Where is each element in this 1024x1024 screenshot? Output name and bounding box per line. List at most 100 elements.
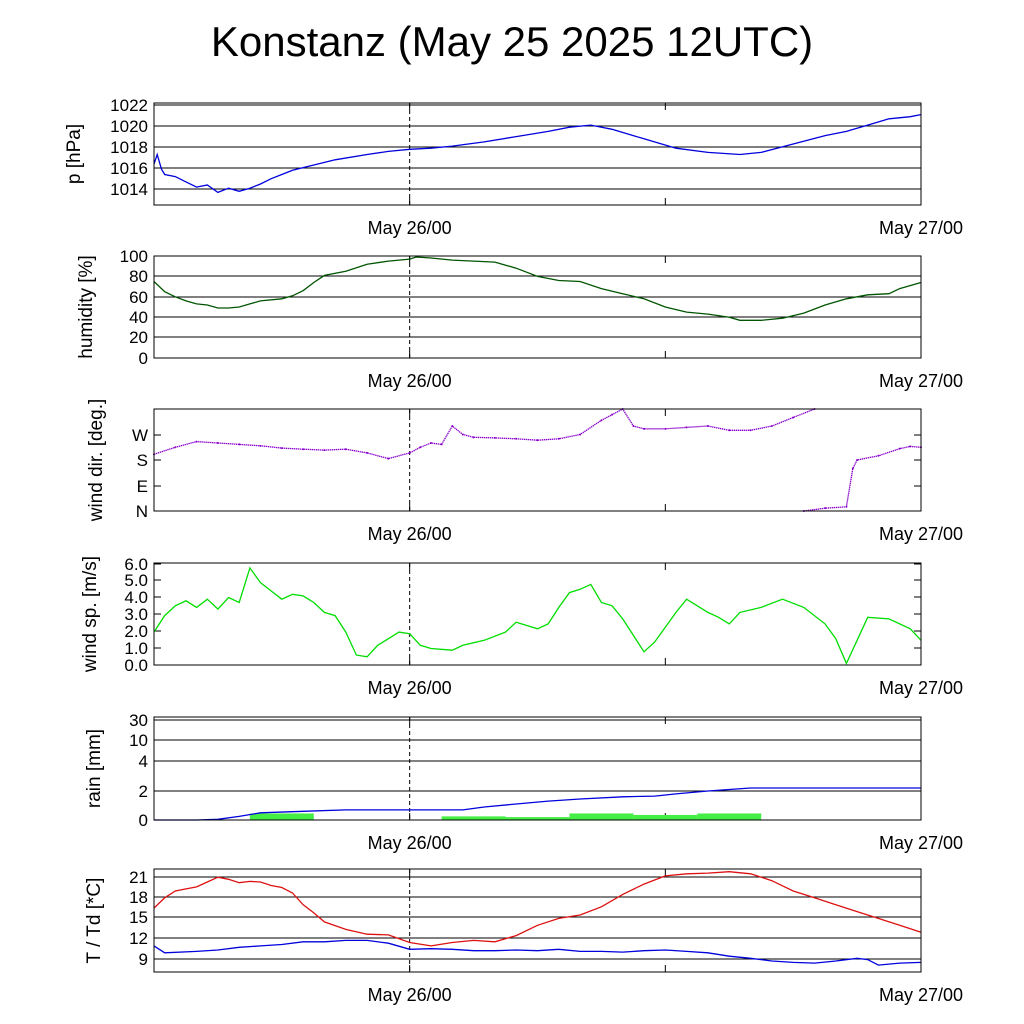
wind-direction-point (664, 427, 667, 430)
wind-direction-point (259, 444, 262, 447)
wind-direction-point (851, 467, 854, 470)
wind-direction-point (174, 446, 177, 449)
plot-frame (153, 102, 922, 206)
wind-direction-point (611, 413, 614, 416)
wind-direction-point (408, 451, 411, 454)
y-tick-label: W (132, 426, 148, 445)
y-tick-label: 1022 (110, 96, 148, 115)
y-tick-label: 5.0 (124, 571, 148, 590)
wind-direction-point (770, 425, 773, 427)
y-tick-label: 20 (129, 328, 148, 347)
wind-direction-point (728, 429, 731, 432)
x-tick-label: May 27/00 (879, 833, 963, 853)
y-tick-label: 2 (139, 782, 148, 801)
y-tick-label: 40 (129, 308, 148, 327)
y-tick-label: 21 (129, 868, 148, 887)
wind-direction-point (238, 443, 241, 446)
y-axis-label: p [hPa] (64, 124, 85, 184)
y-tick-label: S (137, 451, 148, 470)
wind-direction-series-1 (153, 408, 815, 460)
wind-speed-series-1 (153, 566, 922, 665)
temperature-series-2 (153, 939, 922, 966)
x-tick-label: May 26/00 (368, 524, 452, 544)
wind-direction-point (472, 436, 475, 439)
y-tick-label: 4 (139, 752, 148, 771)
wind-direction-point (344, 448, 347, 451)
wind-direction-point (387, 457, 390, 460)
wind-direction-point (493, 436, 496, 439)
plot-frame (153, 716, 922, 821)
y-tick-label: 15 (129, 908, 148, 927)
y-tick-label: N (136, 502, 148, 521)
wind-direction-point (302, 448, 305, 451)
y-tick-label: 1016 (110, 159, 148, 178)
y-tick-label: 80 (129, 267, 148, 286)
wind-direction-series-2 (803, 445, 922, 512)
y-tick-label: 12 (129, 929, 148, 948)
x-tick-label: May 26/00 (368, 371, 452, 391)
x-tick-label: May 26/00 (368, 218, 452, 238)
wind-direction-point (685, 426, 688, 429)
plot-frame (153, 868, 922, 973)
y-tick-label: 1020 (110, 117, 148, 136)
temperature-series-1 (153, 871, 922, 947)
rain-bar (441, 816, 506, 820)
y-tick-label: 0 (139, 349, 148, 368)
x-tick-label: May 26/00 (368, 833, 452, 853)
wind-direction-point (216, 442, 219, 444)
y-tick-label: 10 (129, 731, 148, 750)
x-tick-label: May 27/00 (879, 371, 963, 391)
rain-bar (697, 813, 762, 820)
wind-direction-point (280, 447, 283, 450)
wind-direction-point (643, 427, 646, 430)
y-tick-label: 0.0 (124, 656, 148, 675)
rain-series-1 (154, 787, 921, 821)
wind-direction-point (600, 419, 603, 422)
wind-direction-point (706, 425, 709, 427)
y-tick-label: 30 (129, 711, 148, 730)
y-tick-label: 9 (139, 950, 148, 969)
y-tick-label: 4.0 (124, 588, 148, 607)
y-axis-label: humidity [%] (76, 255, 97, 358)
rain-bar (249, 813, 314, 820)
y-tick-label: 1.0 (124, 639, 148, 658)
wind-direction-point (749, 429, 752, 432)
humidity-series-1 (153, 256, 922, 321)
y-axis-label: rain [mm] (84, 729, 105, 808)
wind-direction-point (515, 437, 518, 440)
wind-direction-point (557, 437, 560, 440)
wind-direction-point (536, 439, 539, 442)
wind-direction-point (632, 425, 635, 427)
rain-bar (633, 814, 698, 820)
y-axis-label: wind sp. [m/s] (80, 556, 101, 673)
x-tick-label: May 27/00 (879, 678, 963, 698)
pressure-panel: 1014 1016 1018 1020 1022 p [hPa] May 26/00 May … (64, 96, 963, 238)
wind-direction-point (792, 416, 795, 419)
wind-direction-point (856, 459, 859, 461)
y-axis-label: wind dir. [deg.] (86, 399, 107, 523)
y-axis-label: T / Td [*C] (84, 878, 105, 964)
y-tick-label: 3.0 (124, 605, 148, 624)
plot-frame (153, 562, 922, 666)
wind-speed-panel: 0.01.02.03.04.05.06.0 wind sp. [m/s] May 2… (80, 555, 963, 698)
wind-direction-point (440, 443, 443, 446)
rain-bar (505, 817, 570, 820)
x-tick-label: May 27/00 (879, 524, 963, 544)
pressure-series-1 (153, 113, 922, 194)
plot-frame (153, 408, 922, 512)
wind-direction-point (323, 449, 326, 452)
wind-direction-point (909, 445, 912, 448)
y-tick-label: 60 (129, 288, 148, 307)
y-tick-label: 1014 (110, 180, 148, 199)
x-tick-label: May 26/00 (368, 678, 452, 698)
y-tick-label: 2.0 (124, 622, 148, 641)
rain-bar (569, 813, 634, 820)
y-tick-label: 18 (129, 888, 148, 907)
wind-direction-point (824, 507, 827, 510)
wind-direction-point (461, 433, 464, 436)
